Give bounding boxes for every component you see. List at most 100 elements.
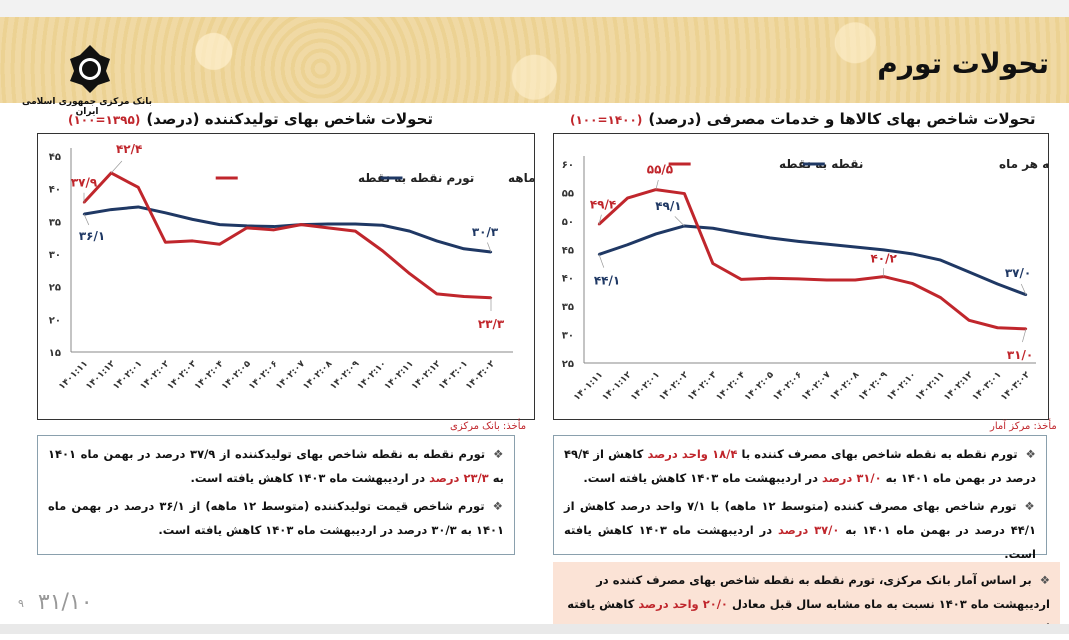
data-point — [996, 282, 999, 286]
data-point — [408, 229, 411, 233]
data-point — [137, 186, 140, 189]
x-tick-label: ۱۴۰۳:۰۲ — [464, 359, 497, 392]
data-point — [768, 277, 771, 280]
highlight-note: ❖بر اساس آمار بانک مرکزی، تورم نقطه به ن… — [553, 562, 1060, 635]
y-tick-label: ۴۰ — [49, 185, 61, 196]
footer-date: ۳۱/۱۰ — [37, 590, 93, 615]
data-point — [967, 270, 971, 274]
highlight-value: ۲۰/۰ واحد درصد — [638, 597, 728, 611]
page-number: ۹ — [18, 596, 24, 610]
x-tick-label: ۱۴۰۲:۰۹ — [857, 370, 890, 403]
data-point — [381, 224, 384, 227]
data-label: ۳۶/۱ — [79, 229, 105, 243]
legend-label: تورم نقطه به نقطه — [358, 171, 474, 186]
data-label-leader — [598, 214, 602, 225]
cpi-source: مأخذ: مرکز آمار — [990, 421, 1057, 432]
x-tick-label: ۱۴۰۲:۰۷ — [800, 370, 833, 403]
data-point — [683, 192, 686, 195]
y-tick-label: ۲۵ — [49, 283, 61, 294]
data-point — [825, 242, 828, 246]
data-point — [462, 247, 466, 250]
data-point — [327, 222, 330, 226]
slide-header: تحولات تورم بانک مرکزی جمهوری اسلامی ایر… — [0, 17, 1069, 117]
x-tick-label: ۱۴۰۲:۱۱ — [914, 370, 947, 403]
ppi-base-year: (۱۳۹۵=۱۰۰) — [68, 113, 141, 127]
data-point — [825, 278, 828, 282]
data-point — [354, 222, 357, 226]
data-label: ۴۲/۴ — [116, 142, 142, 156]
data-label-leader — [487, 242, 492, 253]
y-tick-label: ۳۰ — [49, 250, 61, 261]
data-point — [354, 229, 357, 233]
x-tick-label: ۱۴۰۲:۰۸ — [828, 370, 861, 403]
data-point — [381, 249, 384, 252]
cpi-chart-svg: ۲۵۳۰۳۵۴۰۴۵۵۰۵۵۶۰۱۴۰۱:۱۱۱۴۰۱:۱۲۱۴۰۲:۰۱۱۴۰… — [562, 156, 1048, 403]
text: کاهش از ۴۹/۴ درصد در بهمن ماه ۱۴۰۱ به — [564, 447, 1036, 485]
data-point — [489, 250, 493, 254]
cpi-title: تحولات شاخص بهای کالاها و خدمات مصرفی (د… — [648, 110, 1036, 128]
data-point — [164, 211, 167, 215]
data-label: ۴۹/۴ — [590, 197, 616, 211]
data-label-leader — [674, 216, 685, 227]
data-point — [408, 272, 411, 275]
text: بر اساس آمار بانک مرکزی، تورم نقطه به نق… — [596, 573, 1050, 611]
text: در اردیبهشت ماه ۱۴۰۳ کاهش یافته است. — [564, 523, 1036, 561]
x-tick-label: ۱۴۰۲:۰۴ — [715, 370, 748, 403]
cpi-note-2: ❖تورم شاخص بهای مصرف کننده (متوسط ۱۲ ماه… — [564, 494, 1036, 566]
data-label-leader — [1022, 328, 1027, 343]
legend-label: دوازده ماهه منتهی به هر ماه — [999, 157, 1048, 172]
y-tick-label: ۶۰ — [562, 160, 574, 171]
data-point — [435, 292, 438, 296]
data-point — [191, 218, 194, 221]
data-point — [797, 240, 800, 243]
data-point — [191, 239, 194, 243]
bullet-icon: ❖ — [1025, 447, 1036, 461]
x-tick-label: ۱۴۰۱:۱۱ — [572, 370, 605, 403]
data-point — [882, 248, 885, 252]
x-tick-label: ۱۴۰۳:۰۱ — [971, 370, 1004, 403]
bullet-icon: ❖ — [493, 447, 505, 461]
x-tick-label: ۱۴۰۲:۱۰ — [885, 370, 918, 403]
series-line-twelve-month — [598, 224, 1027, 297]
data-point — [462, 295, 466, 298]
text: در اردیبهشت ماه ۱۴۰۳ کاهش یافته است. — [190, 471, 430, 485]
y-tick-label: ۳۵ — [562, 302, 574, 313]
data-point — [654, 232, 658, 236]
data-label-leader — [655, 179, 659, 190]
cpi-base-year: (۱۴۰۰=۱۰۰) — [570, 113, 643, 127]
data-point — [109, 208, 113, 211]
data-point — [82, 201, 86, 204]
page-footer: ۹ ۳۱/۱۰ — [18, 590, 93, 615]
y-tick-label: ۳۵ — [49, 217, 61, 228]
y-tick-label: ۵۰ — [562, 217, 574, 228]
bottom-bar — [0, 624, 1069, 634]
text: تورم شاخص قیمت تولیدکننده (متوسط ۱۲ ماهه… — [48, 499, 504, 537]
series-line-point-to-point — [82, 171, 492, 300]
data-point — [218, 223, 221, 226]
page-title: تحولات تورم — [877, 47, 1049, 80]
top-bar — [0, 0, 1069, 18]
data-label: ۳۷/۹ — [71, 175, 98, 189]
data-label-leader — [110, 160, 123, 174]
ppi-chart-title: تحولات شاخص بهای تولیدکننده (درصد) (۱۳۹۵=… — [68, 110, 433, 128]
cpi-notes: ❖ تورم نقطه به نقطه شاخص بهای مصرف کننده … — [553, 435, 1047, 561]
legend-label: تورم دوازده ماهه — [508, 171, 534, 186]
y-tick-label: ۴۵ — [562, 245, 574, 256]
data-point — [967, 319, 971, 322]
data-point — [489, 296, 493, 299]
data-label: ۳۷/۰ — [1005, 266, 1031, 280]
data-point — [164, 241, 167, 244]
data-point — [137, 205, 140, 209]
ppi-chart-svg: ۱۵۲۰۲۵۳۰۳۵۴۰۴۵۱۴۰۱:۱۱۱۴۰۱:۱۲۱۴۰۲:۰۱۱۴۰۲:… — [49, 142, 534, 392]
data-label: ۴۰/۲ — [870, 252, 897, 266]
highlight-value: ۱۸/۴ واحد درصد — [647, 447, 738, 461]
text: در اردیبهشت ماه ۱۴۰۳ کاهش یافته است. — [583, 471, 823, 485]
y-tick-label: ۲۵ — [562, 359, 574, 370]
text: تورم شاخص بهای مصرف کننده (متوسط ۱۲ ماهه… — [564, 499, 1037, 537]
ppi-chart: ۱۵ ۲۰ ۲۵ ۳۰ ۳۵ ۴۰ ۴۵ ۱۴۰۱:۱۱ ۱۴۰۱:۱۲ ۱۴۰۲:۰۱ ۱۴۰۲:… — [37, 133, 535, 420]
data-label: ۵۵/۵ — [647, 163, 673, 177]
y-tick-label: ۴۰ — [562, 274, 574, 285]
data-point — [272, 228, 276, 232]
data-point — [740, 232, 743, 235]
data-label: ۳۰/۳ — [472, 225, 499, 239]
